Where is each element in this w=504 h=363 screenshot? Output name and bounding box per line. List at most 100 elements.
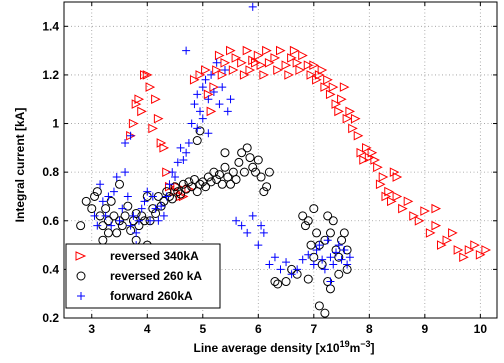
- data-point-triangle: [373, 162, 383, 173]
- data-point-plus: [165, 180, 174, 189]
- data-point-circle: [176, 189, 186, 199]
- data-point-plus: [337, 255, 346, 264]
- y-axis-label: Integral current [kA]: [13, 108, 27, 223]
- data-point-triangle: [425, 228, 436, 238]
- data-point-triangle: [228, 65, 239, 75]
- data-point-triangle: [431, 220, 442, 231]
- data-point-plus: [312, 245, 321, 254]
- data-point-triangle: [162, 167, 172, 177]
- series-plus: [87, 2, 354, 286]
- data-point-circle: [273, 279, 283, 289]
- data-point-triangle: [259, 70, 269, 80]
- y-tick-label: 1.2: [42, 68, 59, 82]
- data-point-plus: [204, 95, 213, 104]
- data-point-triangle: [212, 65, 222, 75]
- data-point-circle: [103, 216, 113, 226]
- data-point-circle: [298, 211, 308, 221]
- data-point-circle: [264, 167, 274, 177]
- data-point-plus: [207, 70, 216, 79]
- data-point-triangle: [251, 57, 261, 68]
- y-tick-label: 1.4: [42, 19, 59, 33]
- data-point-circle: [234, 157, 244, 167]
- data-point-circle: [214, 170, 224, 180]
- data-point-plus: [198, 114, 207, 123]
- data-point-triangle: [337, 94, 347, 105]
- data-point-triangle: [453, 245, 464, 255]
- data-point-circle: [87, 204, 97, 214]
- data-point-plus: [112, 173, 121, 182]
- data-point-triangle: [137, 106, 147, 117]
- data-point-triangle: [206, 106, 217, 117]
- data-point-circle: [314, 301, 324, 311]
- x-axis-label-exp: 19: [340, 339, 350, 349]
- data-point-triangle: [442, 235, 453, 246]
- data-point-triangle: [325, 89, 336, 100]
- data-point-triangle: [159, 143, 170, 153]
- data-point-triangle: [348, 123, 358, 134]
- data-point-triangle: [201, 65, 211, 75]
- data-point-triangle: [342, 113, 353, 124]
- y-tick-label: 0.6: [42, 214, 59, 228]
- data-point-circle: [203, 172, 213, 182]
- data-point-triangle: [392, 172, 403, 182]
- data-point-triangle: [184, 184, 195, 194]
- data-point-plus: [121, 138, 130, 147]
- data-point-plus: [254, 241, 263, 250]
- data-point-plus: [237, 221, 246, 230]
- data-point-triangle: [237, 57, 247, 68]
- axis-ticks: 3 4 5 6 7 8 9 10 0.2 0.4 0.6 0.8 1 1.2 1.4: [42, 2, 497, 336]
- data-point-triangle: [448, 228, 458, 238]
- legend-label: reversed 340kA: [110, 249, 199, 263]
- data-point-plus: [157, 202, 166, 211]
- data-point-circle: [201, 182, 211, 192]
- data-point-circle: [328, 216, 338, 226]
- x-tick-label: 3: [88, 322, 95, 336]
- data-point-circle: [90, 191, 100, 201]
- x-tick-label: 5: [199, 322, 206, 336]
- data-point-plus: [109, 187, 118, 196]
- data-point-triangle: [145, 82, 156, 92]
- data-point-plus: [340, 245, 349, 254]
- data-point-circle: [76, 221, 86, 231]
- data-point-circle: [239, 167, 249, 177]
- data-point-triangle: [239, 70, 250, 80]
- data-point-triangle: [370, 155, 380, 165]
- data-point-circle: [117, 221, 127, 231]
- data-point-triangle: [356, 147, 367, 158]
- data-point-plus: [98, 197, 107, 206]
- data-point-plus: [276, 265, 285, 274]
- y-tick-label: 1: [52, 117, 59, 131]
- data-point-circle: [217, 179, 227, 189]
- data-point-plus: [151, 204, 160, 213]
- x-tick-label: 10: [474, 322, 488, 336]
- series-triangle-right: [126, 45, 492, 263]
- data-point-triangle: [226, 45, 236, 56]
- data-point-triangle: [231, 53, 242, 63]
- data-point-circle: [237, 148, 247, 158]
- data-point-circle: [173, 187, 183, 197]
- data-point-circle: [303, 274, 313, 284]
- data-point-plus: [329, 260, 338, 269]
- data-point-triangle: [214, 50, 225, 61]
- data-point-triangle: [248, 55, 258, 66]
- legend-label: forward 260kA: [110, 289, 193, 303]
- data-point-circle: [303, 216, 313, 226]
- data-point-triangle: [195, 70, 206, 80]
- data-point-triangle: [475, 249, 486, 260]
- data-point-plus: [298, 255, 307, 264]
- data-point-triangle: [151, 94, 161, 105]
- data-point-plus: [126, 221, 135, 230]
- data-point-plus: [179, 156, 188, 164]
- data-point-circle: [103, 228, 113, 238]
- data-point-circle: [306, 240, 316, 250]
- data-point-triangle: [420, 206, 430, 216]
- data-point-plus: [198, 83, 207, 92]
- data-point-plus: [148, 192, 157, 201]
- data-point-triangle: [178, 191, 189, 202]
- data-point-circle: [281, 277, 291, 287]
- data-point-plus: [154, 216, 163, 225]
- y-tick-label: 0.2: [42, 311, 59, 325]
- data-point-triangle: [128, 118, 139, 129]
- data-point-triangle: [189, 74, 200, 85]
